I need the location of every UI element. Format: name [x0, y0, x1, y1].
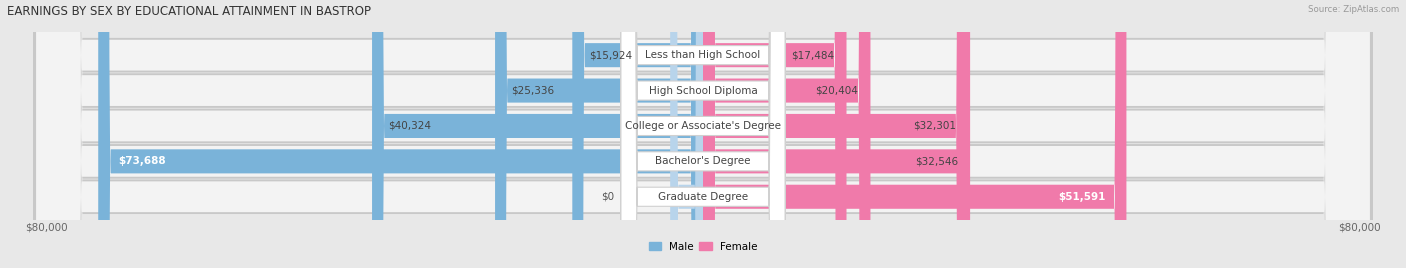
FancyBboxPatch shape	[671, 0, 703, 268]
Text: Source: ZipAtlas.com: Source: ZipAtlas.com	[1308, 5, 1399, 14]
FancyBboxPatch shape	[621, 0, 785, 268]
Text: High School Diploma: High School Diploma	[648, 85, 758, 96]
Text: Bachelor's Degree: Bachelor's Degree	[655, 156, 751, 166]
FancyBboxPatch shape	[37, 0, 1369, 268]
FancyBboxPatch shape	[703, 0, 870, 268]
FancyBboxPatch shape	[37, 0, 1369, 268]
FancyBboxPatch shape	[495, 0, 703, 268]
FancyBboxPatch shape	[37, 0, 1369, 268]
Text: College or Associate's Degree: College or Associate's Degree	[626, 121, 780, 131]
FancyBboxPatch shape	[34, 0, 1372, 268]
FancyBboxPatch shape	[37, 0, 1369, 268]
FancyBboxPatch shape	[34, 0, 1372, 268]
FancyBboxPatch shape	[34, 0, 1372, 268]
FancyBboxPatch shape	[621, 0, 785, 268]
FancyBboxPatch shape	[572, 0, 703, 268]
FancyBboxPatch shape	[621, 0, 785, 268]
Text: $51,591: $51,591	[1059, 192, 1107, 202]
Text: Less than High School: Less than High School	[645, 50, 761, 60]
FancyBboxPatch shape	[703, 0, 969, 268]
FancyBboxPatch shape	[34, 0, 1372, 268]
Text: $17,484: $17,484	[792, 50, 834, 60]
FancyBboxPatch shape	[703, 0, 1126, 268]
Legend: Male, Female: Male, Female	[644, 237, 762, 256]
FancyBboxPatch shape	[98, 0, 703, 268]
FancyBboxPatch shape	[34, 0, 1372, 268]
FancyBboxPatch shape	[621, 0, 785, 268]
Text: $20,404: $20,404	[815, 85, 858, 96]
Text: Graduate Degree: Graduate Degree	[658, 192, 748, 202]
FancyBboxPatch shape	[373, 0, 703, 268]
FancyBboxPatch shape	[37, 0, 1369, 268]
Text: $25,336: $25,336	[512, 85, 554, 96]
Text: $32,301: $32,301	[912, 121, 956, 131]
FancyBboxPatch shape	[621, 0, 785, 268]
Text: $32,546: $32,546	[915, 156, 957, 166]
Text: $40,324: $40,324	[388, 121, 432, 131]
Text: $73,688: $73,688	[118, 156, 166, 166]
FancyBboxPatch shape	[703, 0, 970, 268]
FancyBboxPatch shape	[703, 0, 846, 268]
Text: $0: $0	[602, 192, 614, 202]
Text: EARNINGS BY SEX BY EDUCATIONAL ATTAINMENT IN BASTROP: EARNINGS BY SEX BY EDUCATIONAL ATTAINMEN…	[7, 5, 371, 18]
Text: $15,924: $15,924	[589, 50, 631, 60]
